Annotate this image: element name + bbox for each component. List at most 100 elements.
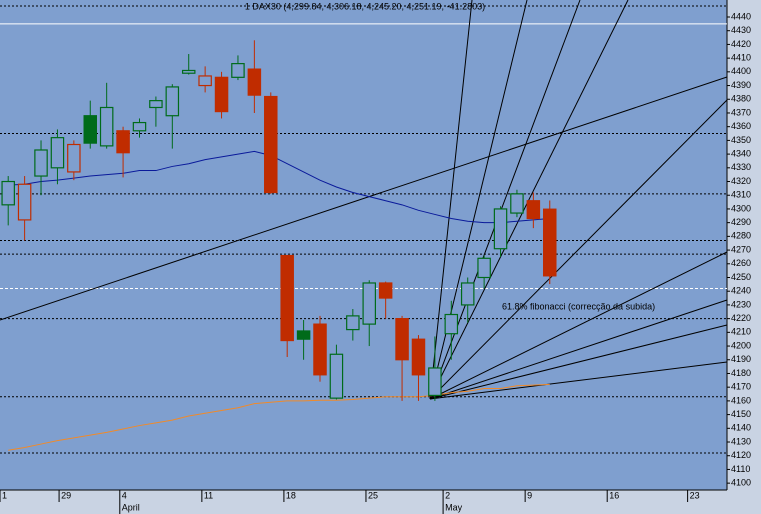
candle-body [132, 121, 147, 132]
x-tick-label: 11 [204, 490, 213, 500]
y-tick-label: 4210 [731, 327, 751, 337]
y-tick-label: 4380 [731, 94, 751, 104]
trend-line [0, 76, 728, 321]
x-axis-background [0, 490, 727, 514]
candle-body [346, 315, 360, 331]
candle-body [17, 183, 32, 221]
levels [0, 5, 727, 454]
candle-body [526, 200, 541, 220]
y-tick-label: 4240 [731, 286, 751, 296]
y-tick-label: 4140 [731, 423, 751, 433]
candle-body [428, 367, 442, 397]
y-tick-label: 4310 [731, 190, 751, 200]
fan-line [429, 0, 629, 400]
y-tick-label: 4280 [731, 231, 751, 241]
moving-average [8, 383, 550, 451]
plot-background [0, 0, 727, 490]
y-tick-label: 4290 [731, 217, 751, 227]
plot [1, 40, 557, 451]
y-tick-label: 4100 [731, 478, 751, 488]
y-tick-label: 4180 [731, 368, 751, 378]
y-tick-label: 4320 [731, 176, 751, 186]
fan-line [429, 299, 728, 400]
candle-body [34, 149, 48, 177]
moving-average [8, 150, 550, 224]
month-label: April [122, 502, 140, 512]
candle-body [214, 76, 229, 113]
month-label: May [445, 502, 463, 512]
candle-body [460, 282, 475, 306]
y-tick-label: 4340 [731, 148, 751, 158]
candle-body [313, 323, 327, 376]
y-tick-label: 4330 [731, 162, 751, 172]
x-tick-label: 1 [2, 490, 7, 500]
candle-body [395, 318, 409, 361]
candle-body [411, 338, 426, 376]
y-tick-label: 4370 [731, 107, 751, 117]
candle-body [296, 330, 311, 340]
fan-line [429, 324, 728, 400]
fan-line [429, 361, 728, 400]
y-tick-label: 4390 [731, 80, 751, 90]
y-tick-label: 4400 [731, 66, 751, 76]
candle-body [67, 143, 81, 173]
y-tick-label: 4300 [731, 203, 751, 213]
candle-body [378, 282, 393, 299]
candle-body [50, 137, 65, 169]
candle-body [83, 115, 98, 144]
y-tick-label: 4160 [731, 395, 751, 405]
fan-line [429, 99, 728, 400]
candle-body [165, 86, 180, 117]
y-tick-label: 4350 [731, 135, 751, 145]
fan-line [429, 251, 728, 400]
candle-body [543, 208, 557, 277]
y-tick-label: 4170 [731, 382, 751, 392]
candle-body [280, 254, 294, 342]
candle-body [116, 130, 130, 154]
y-tick-label: 4440 [731, 11, 751, 21]
y-tick-label: 4220 [731, 313, 751, 323]
x-tick-label: 9 [527, 490, 532, 500]
y-tick-label: 4360 [731, 121, 751, 131]
annotation: 61.8% fibonacci (correcção da subida) [502, 301, 655, 311]
y-tick-label: 4260 [731, 258, 751, 268]
y-tick-label: 4430 [731, 25, 751, 35]
candle-body [99, 106, 114, 147]
candle-body [329, 353, 344, 399]
y-tick-label: 4190 [731, 354, 751, 364]
y-tick-label: 4200 [731, 340, 751, 350]
candle-body [477, 257, 491, 279]
chart-title: 1 DAX30 (4,299.84, 4,306.18, 4,245.20, 4… [245, 1, 485, 11]
x-tick-label: 23 [690, 490, 700, 500]
y-tick-label: 4130 [731, 436, 751, 446]
candle-body [247, 68, 262, 96]
y-tick-label: 4150 [731, 409, 751, 419]
y-tick-label: 4250 [731, 272, 751, 282]
x-tick-label: 4 [122, 490, 127, 500]
candle-body [1, 180, 15, 206]
y-tick-label: 4410 [731, 53, 751, 63]
y-tick-label: 4230 [731, 299, 751, 309]
fan-line [429, 0, 473, 400]
x-tick-label: 29 [61, 490, 71, 500]
x-tick-label: 2 [445, 490, 450, 500]
y-tick-label: 4270 [731, 244, 751, 254]
y-axis-background [727, 0, 761, 514]
x-tick-label: 16 [609, 490, 619, 500]
candle-body [362, 282, 376, 325]
candle-body [444, 313, 459, 335]
y-tick-label: 4110 [731, 464, 750, 474]
candle-body [149, 100, 163, 109]
y-tick-label: 4120 [731, 450, 751, 460]
candle-body [510, 193, 524, 214]
candle-body [198, 75, 212, 87]
y-tick-label: 4420 [731, 39, 751, 49]
candle-body [493, 208, 508, 250]
candle-body [181, 69, 196, 74]
candle-body [264, 95, 278, 194]
x-tick-label: 18 [286, 490, 296, 500]
candle-body [231, 63, 245, 78]
x-tick-label: 25 [368, 490, 378, 500]
